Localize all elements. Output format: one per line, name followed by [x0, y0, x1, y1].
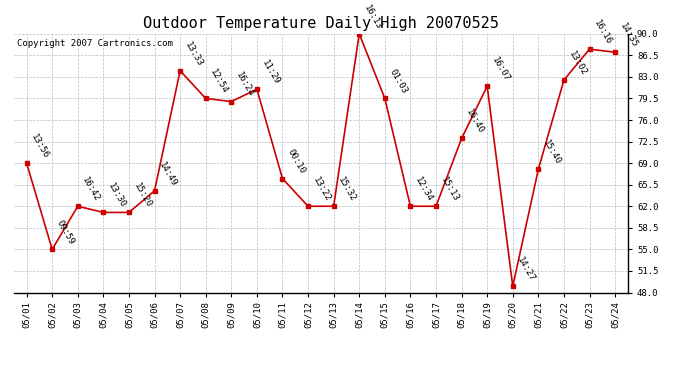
Text: 16:40: 16:40: [464, 108, 486, 136]
Text: 13:22: 13:22: [310, 176, 332, 204]
Text: Copyright 2007 Cartronics.com: Copyright 2007 Cartronics.com: [17, 39, 172, 48]
Text: 11:29: 11:29: [259, 58, 281, 86]
Text: 14:27: 14:27: [515, 256, 537, 284]
Title: Outdoor Temperature Daily High 20070525: Outdoor Temperature Daily High 20070525: [143, 16, 499, 31]
Text: 09:59: 09:59: [55, 219, 76, 247]
Text: 16:13: 16:13: [362, 3, 383, 31]
Text: 15:32: 15:32: [337, 176, 357, 204]
Text: 15:13: 15:13: [439, 176, 460, 204]
Text: 00:10: 00:10: [285, 148, 306, 176]
Text: 14:35: 14:35: [618, 22, 639, 50]
Text: 13:33: 13:33: [183, 40, 204, 68]
Text: 14:49: 14:49: [157, 160, 179, 188]
Text: 01:03: 01:03: [388, 68, 409, 96]
Text: 12:54: 12:54: [208, 68, 230, 96]
Text: 16:16: 16:16: [592, 19, 613, 46]
Text: 16:07: 16:07: [490, 56, 511, 83]
Text: 13:30: 13:30: [106, 182, 128, 210]
Text: 16:42: 16:42: [81, 176, 102, 204]
Text: 15:20: 15:20: [132, 182, 153, 210]
Text: 12:34: 12:34: [413, 176, 435, 204]
Text: 13:56: 13:56: [30, 133, 50, 160]
Text: 15:40: 15:40: [541, 139, 562, 166]
Text: 16:24: 16:24: [234, 71, 255, 99]
Text: 13:02: 13:02: [566, 50, 588, 77]
